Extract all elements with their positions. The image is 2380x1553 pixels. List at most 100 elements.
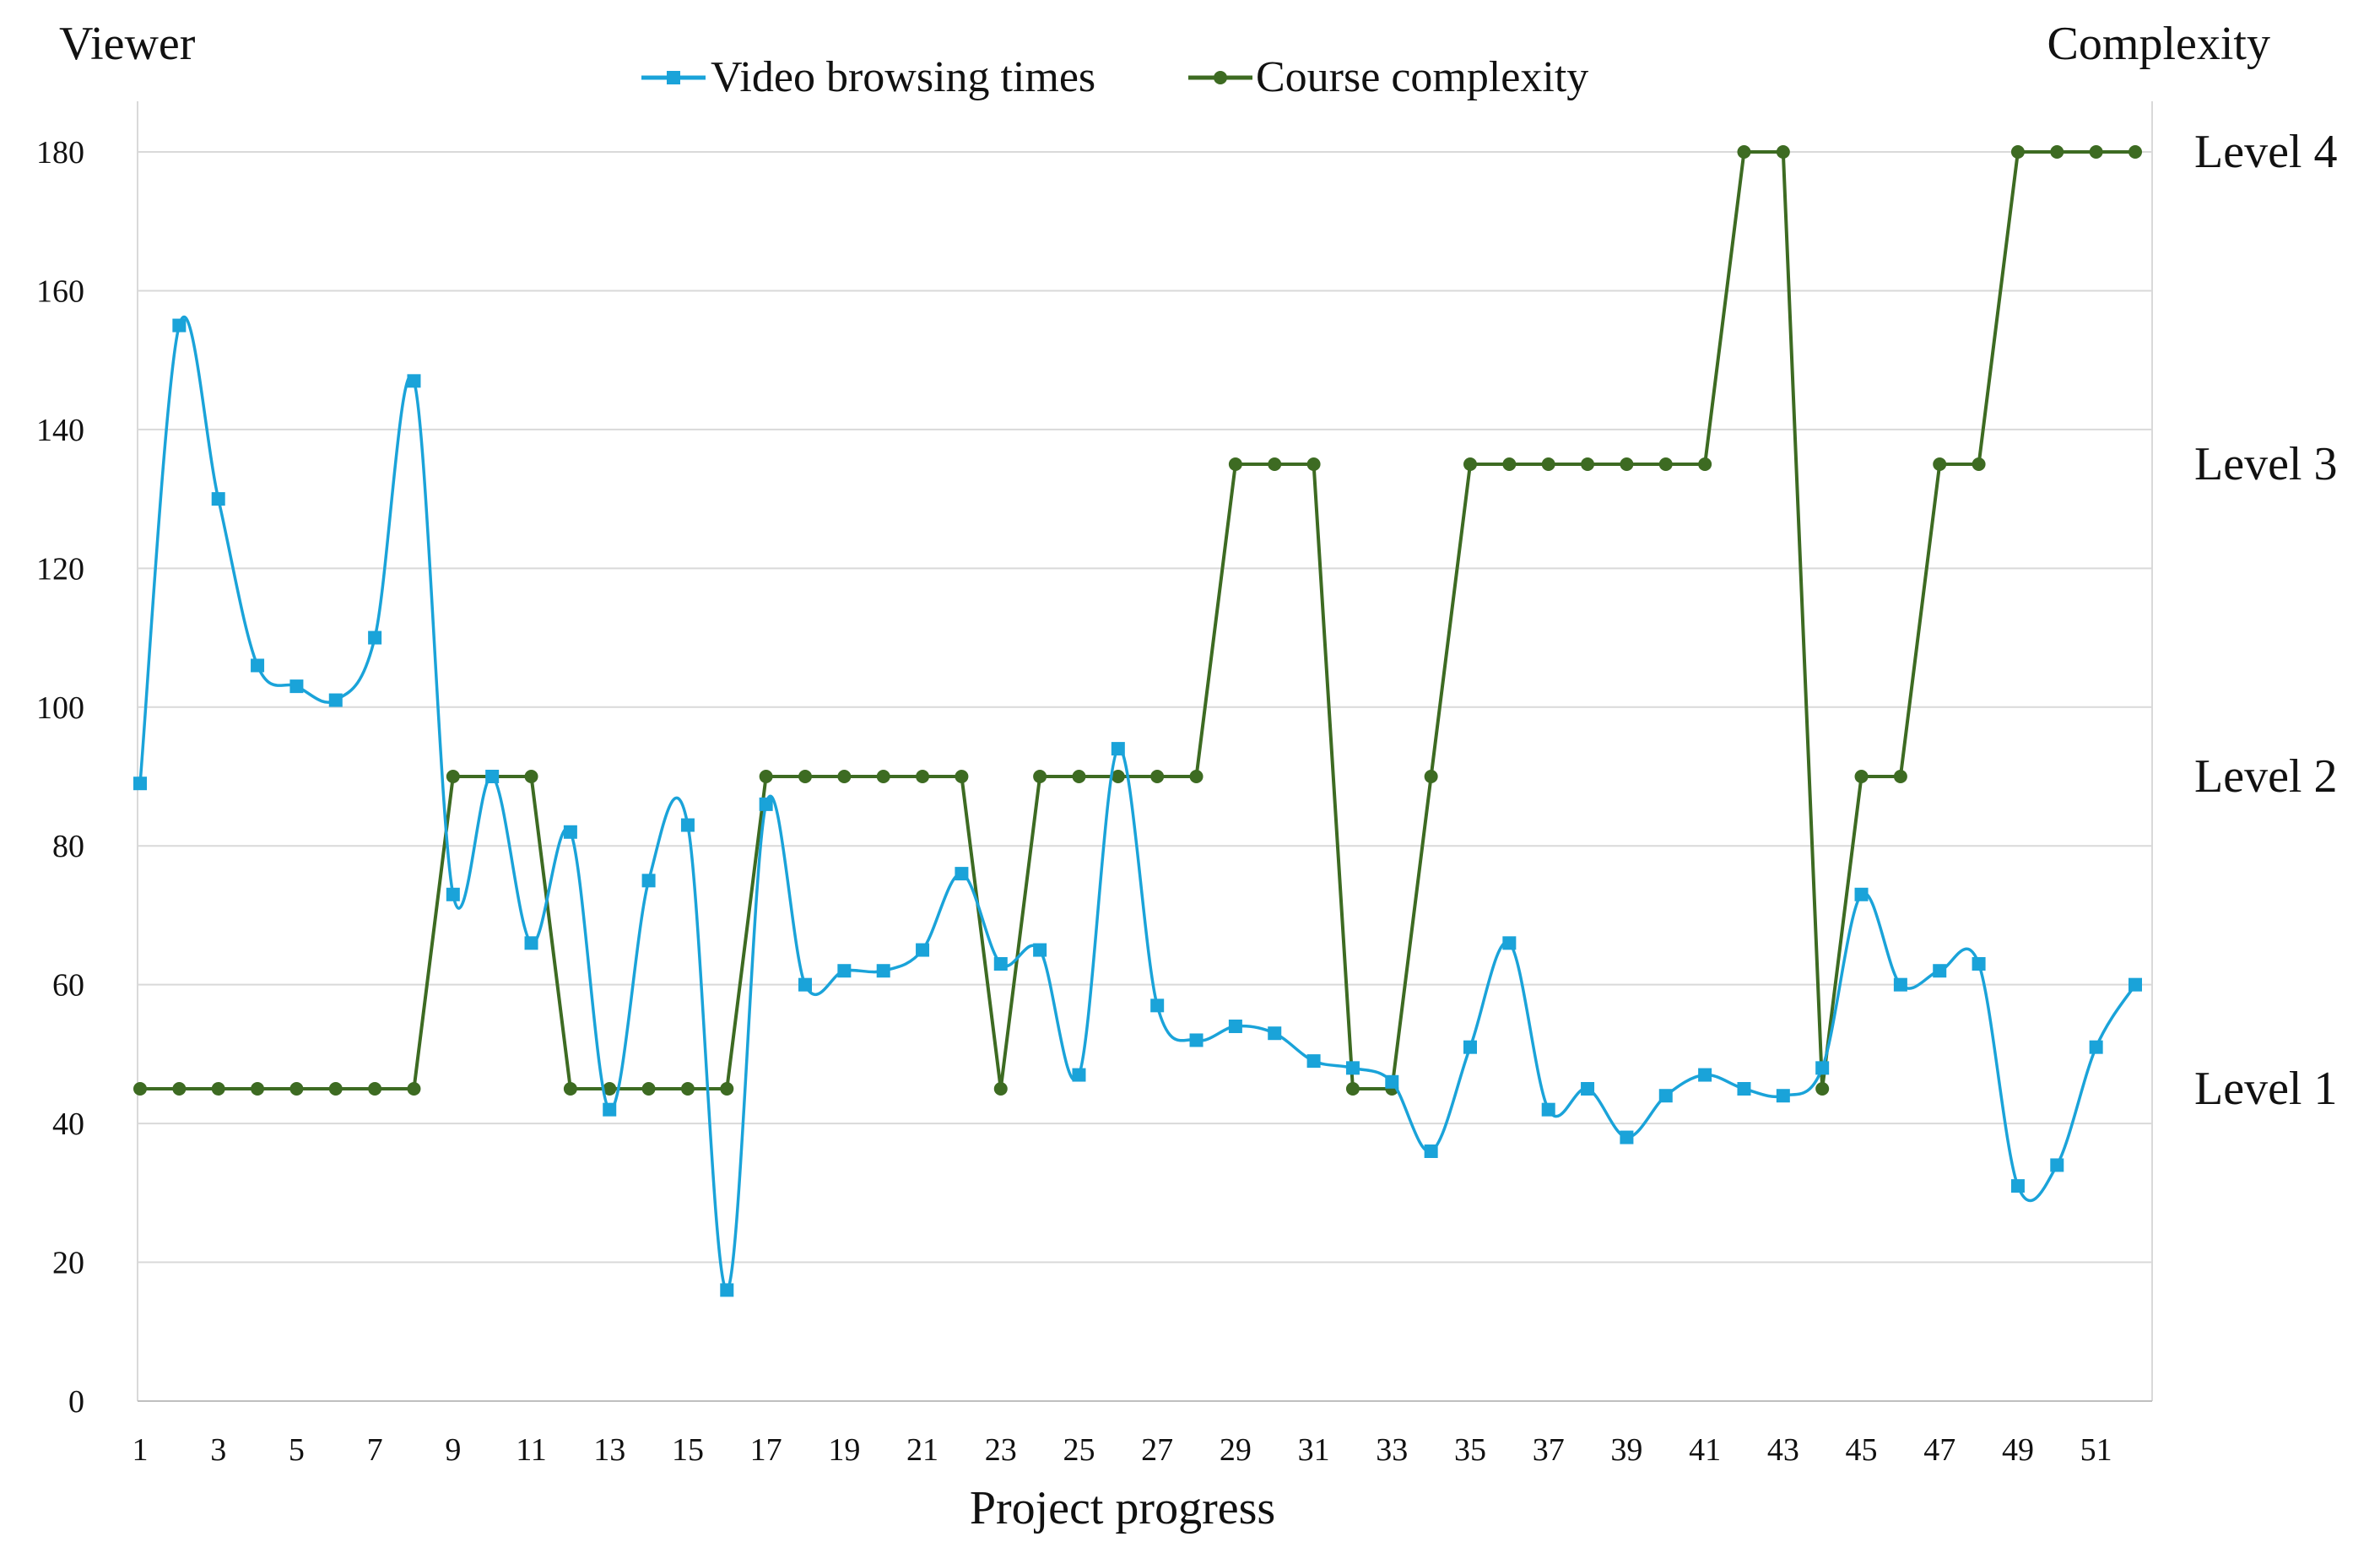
point-course-complexity-35: [1463, 457, 1477, 471]
x-tick-label-11: 11: [516, 1432, 547, 1468]
point-video-browsing-times-41: [1698, 1068, 1712, 1082]
point-course-complexity-4: [251, 1082, 265, 1096]
point-course-complexity-43: [1776, 145, 1790, 159]
point-video-browsing-times-50: [2050, 1158, 2064, 1172]
point-course-complexity-19: [837, 770, 852, 783]
x-tick-label-41: 41: [1689, 1432, 1721, 1468]
point-course-complexity-47: [1933, 457, 1947, 471]
point-video-browsing-times-33: [1385, 1074, 1399, 1089]
point-video-browsing-times-2: [172, 318, 187, 333]
point-course-complexity-20: [876, 770, 890, 783]
x-tick-label-49: 49: [2002, 1432, 2034, 1468]
y-tick-label-120: 120: [36, 551, 84, 587]
grid-lines: [138, 151, 2152, 1402]
point-video-browsing-times-26: [1111, 742, 1125, 756]
point-course-complexity-50: [2050, 145, 2064, 159]
x-tick-label-35: 35: [1454, 1432, 1486, 1468]
x-axis-title: Project progress: [970, 1482, 1275, 1534]
point-video-browsing-times-17: [759, 797, 773, 811]
x-tick-label-9: 9: [445, 1432, 461, 1468]
point-course-complexity-7: [368, 1082, 382, 1096]
point-video-browsing-times-3: [211, 492, 225, 506]
point-video-browsing-times-24: [1033, 943, 1047, 957]
point-course-complexity-36: [1502, 457, 1517, 471]
point-video-browsing-times-23: [993, 957, 1008, 971]
point-course-complexity-22: [955, 770, 969, 783]
y-tick-label-40: 40: [52, 1107, 84, 1142]
y-tick-label-60: 60: [52, 968, 84, 1004]
point-video-browsing-times-10: [485, 770, 500, 783]
point-course-complexity-49: [2010, 145, 2025, 159]
point-video-browsing-times-36: [1502, 936, 1517, 950]
point-video-browsing-times-47: [1933, 964, 1947, 978]
legend-marker-video-browsing: [667, 71, 680, 84]
point-video-browsing-times-16: [720, 1283, 734, 1297]
right-level-label-level-4: Level 4: [2194, 126, 2337, 178]
y-tick-label-20: 20: [52, 1246, 84, 1281]
x-tick-label-13: 13: [593, 1432, 625, 1468]
legend: Video browsing times Course complexity: [641, 53, 1588, 101]
point-video-browsing-times-43: [1776, 1089, 1790, 1103]
point-course-complexity-16: [720, 1082, 734, 1096]
x-tick-label-27: 27: [1141, 1432, 1173, 1468]
point-video-browsing-times-29: [1228, 1020, 1242, 1033]
x-tick-label-21: 21: [906, 1432, 938, 1468]
point-video-browsing-times-34: [1424, 1144, 1438, 1158]
point-course-complexity-17: [759, 770, 773, 783]
point-video-browsing-times-22: [955, 867, 969, 881]
x-tick-label-33: 33: [1376, 1432, 1408, 1468]
series-line-course-complexity: [140, 150, 2135, 1090]
point-video-browsing-times-31: [1306, 1054, 1321, 1069]
point-video-browsing-times-1: [133, 776, 147, 791]
point-video-browsing-times-39: [1620, 1130, 1634, 1144]
x-tick-label-29: 29: [1220, 1432, 1252, 1468]
series-layer: [133, 145, 2142, 1297]
x-tick-label-43: 43: [1767, 1432, 1799, 1468]
point-course-complexity-12: [563, 1082, 577, 1096]
point-course-complexity-5: [289, 1082, 304, 1096]
point-video-browsing-times-52: [2128, 977, 2142, 992]
point-video-browsing-times-12: [563, 825, 577, 839]
point-video-browsing-times-20: [876, 964, 890, 978]
point-course-complexity-25: [1072, 770, 1086, 783]
point-course-complexity-21: [916, 770, 930, 783]
point-course-complexity-26: [1111, 770, 1125, 783]
point-video-browsing-times-44: [1815, 1061, 1830, 1075]
point-course-complexity-44: [1815, 1082, 1830, 1096]
x-tick-label-47: 47: [1923, 1432, 1955, 1468]
point-course-complexity-41: [1698, 457, 1712, 471]
x-tick-label-39: 39: [1610, 1432, 1642, 1468]
point-course-complexity-1: [133, 1082, 147, 1096]
point-video-browsing-times-15: [680, 818, 695, 832]
point-video-browsing-times-35: [1463, 1040, 1477, 1054]
legend-label-course-complexity: Course complexity: [1256, 53, 1588, 101]
point-course-complexity-18: [798, 770, 812, 783]
point-video-browsing-times-14: [641, 874, 656, 888]
point-video-browsing-times-46: [1893, 977, 1907, 992]
axes: [137, 101, 2153, 1402]
point-course-complexity-6: [328, 1082, 343, 1096]
point-course-complexity-23: [993, 1082, 1008, 1096]
x-tick-label-15: 15: [672, 1432, 704, 1468]
point-course-complexity-42: [1737, 145, 1751, 159]
right-level-label-level-1: Level 1: [2194, 1063, 2337, 1115]
x-tick-label-5: 5: [289, 1432, 305, 1468]
point-video-browsing-times-7: [368, 630, 382, 645]
point-video-browsing-times-32: [1345, 1061, 1360, 1075]
right-level-label-level-3: Level 3: [2194, 438, 2337, 490]
point-course-complexity-39: [1620, 457, 1634, 471]
x-tick-label-25: 25: [1063, 1432, 1095, 1468]
x-tick-label-19: 19: [828, 1432, 860, 1468]
point-video-browsing-times-42: [1737, 1082, 1751, 1096]
point-course-complexity-29: [1228, 457, 1242, 471]
point-video-browsing-times-11: [524, 936, 538, 950]
y-right-axis-title: Complexity: [2047, 18, 2270, 70]
point-course-complexity-52: [2128, 145, 2142, 159]
point-course-complexity-15: [680, 1082, 695, 1096]
x-tick-label-31: 31: [1298, 1432, 1330, 1468]
x-tick-label-45: 45: [1846, 1432, 1878, 1468]
point-course-complexity-28: [1189, 770, 1204, 783]
point-course-complexity-14: [641, 1082, 656, 1096]
